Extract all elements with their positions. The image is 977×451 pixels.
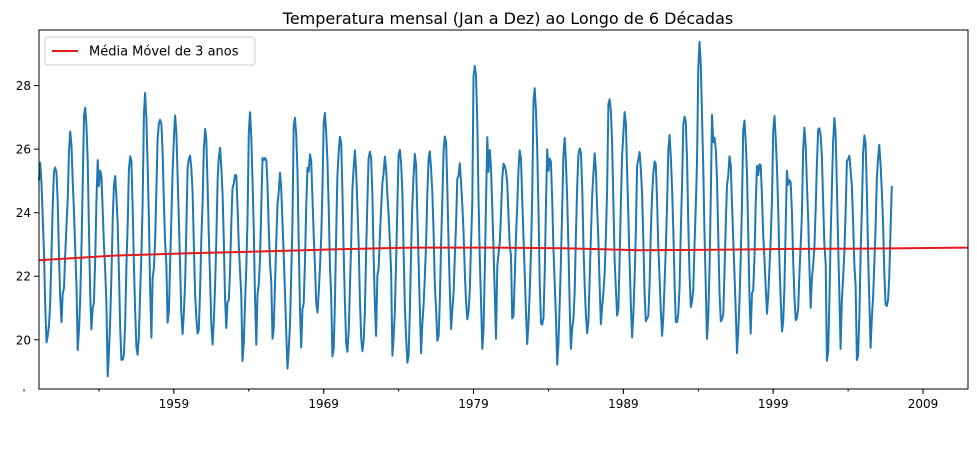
series-layer: [38, 40, 969, 378]
x-tick-label: 1989: [608, 397, 639, 411]
y-tick-label: 24: [16, 206, 31, 220]
y-tick-label: 20: [16, 333, 31, 347]
plot-area: [38, 29, 969, 390]
series-line-temperature: [38, 40, 893, 378]
y-tick-label: 22: [16, 270, 31, 284]
x-tick-label: 1959: [159, 397, 190, 411]
x-tick-label: 2009: [908, 397, 939, 411]
y-axis: 20 22 24 26 28: [16, 79, 39, 347]
x-axis: 1959 1969 1979 1989 1999 2009: [23, 389, 939, 411]
series-line-moving-average: [38, 246, 969, 262]
chart-title: Temperatura mensal (Jan a Dez) ao Longo …: [282, 9, 733, 28]
legend-label-moving-average: Média Móvel de 3 anos: [89, 45, 239, 60]
legend-box: [44, 36, 256, 66]
y-tick-label: 26: [16, 143, 31, 157]
axes-frame: [38, 29, 969, 390]
y-tick-label: 28: [16, 79, 31, 93]
x-tick-label: 1999: [758, 397, 789, 411]
legend: Média Móvel de 3 anos: [44, 36, 256, 66]
x-tick-label: 1979: [458, 397, 489, 411]
x-tick-label: 1969: [308, 397, 339, 411]
